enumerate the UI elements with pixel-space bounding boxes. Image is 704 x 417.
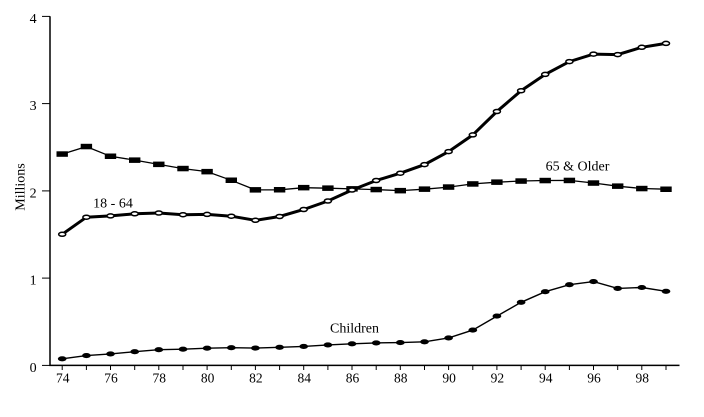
- svg-text:74: 74: [56, 371, 70, 386]
- svg-text:90: 90: [442, 371, 456, 386]
- svg-text:2: 2: [30, 186, 37, 201]
- svg-text:88: 88: [394, 371, 408, 386]
- svg-text:0: 0: [30, 361, 37, 376]
- svg-text:1: 1: [30, 274, 37, 289]
- svg-text:Children: Children: [330, 322, 379, 337]
- svg-text:3: 3: [30, 99, 37, 114]
- svg-text:Millions: Millions: [14, 163, 29, 210]
- svg-text:96: 96: [587, 371, 601, 386]
- svg-text:76: 76: [104, 371, 118, 386]
- svg-text:86: 86: [346, 371, 360, 386]
- svg-text:98: 98: [636, 371, 650, 386]
- svg-text:92: 92: [491, 371, 505, 386]
- svg-text:18 - 64: 18 - 64: [93, 196, 133, 211]
- svg-text:80: 80: [201, 371, 215, 386]
- svg-text:84: 84: [297, 371, 311, 386]
- svg-text:82: 82: [249, 371, 263, 386]
- svg-text:94: 94: [539, 371, 553, 386]
- svg-text:4: 4: [30, 12, 37, 27]
- svg-text:78: 78: [153, 371, 167, 386]
- svg-text:65 & Older: 65 & Older: [546, 159, 610, 174]
